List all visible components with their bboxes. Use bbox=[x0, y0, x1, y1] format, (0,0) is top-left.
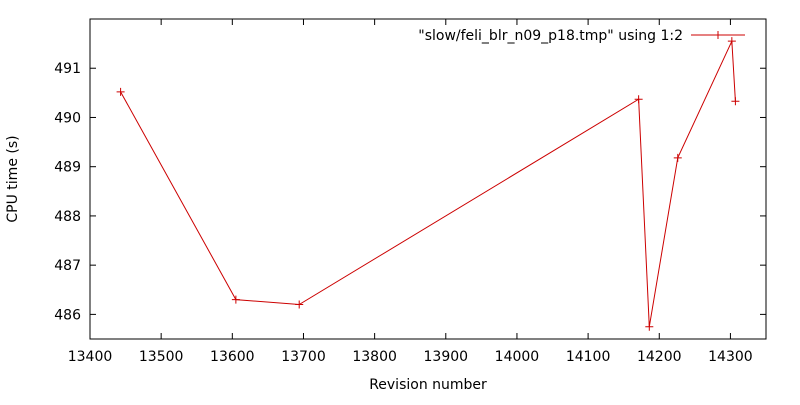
x-axis: 13400 13500 13600 13700 13800 13900 14000 14100… bbox=[68, 19, 753, 365]
x-tick-label: 13500 bbox=[139, 349, 184, 365]
plot-border bbox=[89, 18, 767, 340]
x-tick-label: 14100 bbox=[566, 349, 611, 365]
x-tick-label: 14300 bbox=[708, 349, 753, 365]
data-point bbox=[731, 97, 740, 106]
series-layer bbox=[116, 37, 740, 331]
y-tick-label: 488 bbox=[54, 209, 81, 225]
y-tick-label: 491 bbox=[54, 61, 81, 77]
y-tick-label: 489 bbox=[54, 160, 81, 176]
x-tick-label: 13900 bbox=[424, 349, 469, 365]
data-point bbox=[673, 153, 682, 162]
x-tick-label: 13700 bbox=[281, 349, 326, 365]
legend-label: "slow/feli_blr_n09_p18.tmp" using 1:2 bbox=[418, 28, 683, 44]
x-tick-label: 14200 bbox=[637, 349, 682, 365]
data-point bbox=[645, 322, 654, 331]
data-point bbox=[116, 87, 125, 96]
y-tick-label: 486 bbox=[54, 307, 81, 323]
series-line bbox=[120, 40, 736, 327]
x-tick-label: 13800 bbox=[352, 349, 397, 365]
x-tick-label: 13400 bbox=[68, 349, 113, 365]
plot-frame bbox=[89, 18, 767, 340]
x-tick-label: 14000 bbox=[495, 349, 540, 365]
legend-marker bbox=[714, 31, 722, 39]
data-point bbox=[727, 37, 736, 46]
y-tick-label: 487 bbox=[54, 258, 81, 274]
legend: "slow/feli_blr_n09_p18.tmp" using 1:2 bbox=[418, 28, 745, 44]
x-axis-title: Revision number bbox=[369, 377, 487, 393]
y-axis: 486 487 488 489 490 491 bbox=[54, 61, 766, 323]
x-tick-label: 13600 bbox=[210, 349, 255, 365]
data-point bbox=[295, 300, 304, 309]
y-axis-title: CPU time (s) bbox=[5, 135, 21, 222]
y-tick-label: 490 bbox=[54, 110, 81, 126]
data-point bbox=[634, 95, 643, 104]
data-point bbox=[231, 295, 240, 304]
